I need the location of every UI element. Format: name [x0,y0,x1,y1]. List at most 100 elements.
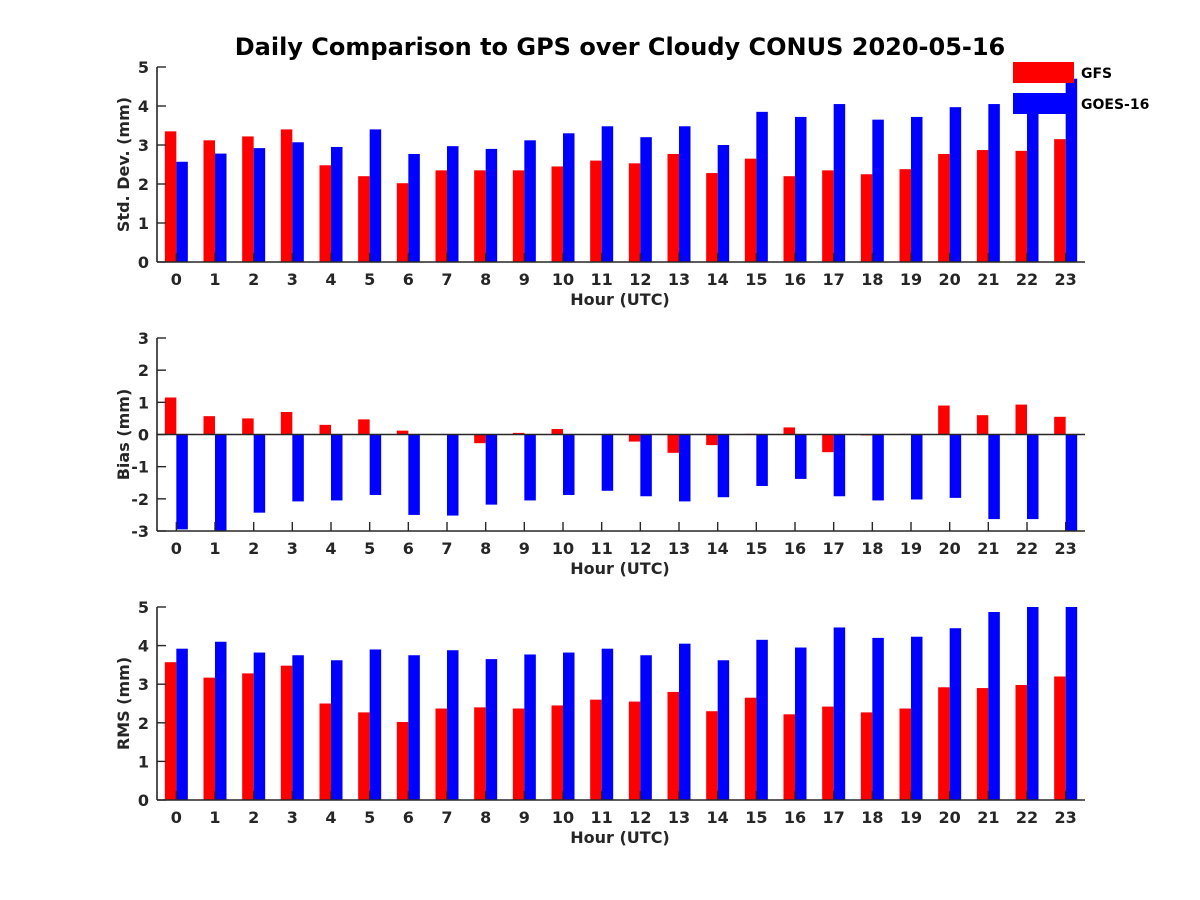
x-tick-label: 12 [629,539,651,558]
bar-goes-16-hour-4 [331,146,343,262]
bar-gfs-hour-5 [358,712,370,800]
bar-goes-16-hour-11 [601,434,614,491]
bar-gfs-hour-5 [358,176,370,262]
x-tick-label: 11 [591,270,613,289]
x-tick-label: 0 [171,539,182,558]
bar-gfs-hour-13 [667,434,679,453]
legend-swatch-goes-16 [1013,93,1074,114]
x-tick-label: 9 [519,808,530,827]
bar-gfs-hour-0 [164,131,177,262]
x-tick-label: 9 [519,270,530,289]
bar-goes-16-hour-12 [640,655,652,800]
bar-goes-16-hour-8 [485,148,498,262]
x-tick-label: 20 [939,270,961,289]
bar-goes-16-hour-23 [1065,434,1078,531]
y-tick-label: -1 [131,458,149,477]
bar-gfs-hour-6 [396,430,409,435]
bar-goes-16-hour-6 [408,655,420,800]
x-tick-label: 0 [171,270,182,289]
bar-gfs-hour-17 [822,706,834,800]
y-tick-label: 2 [138,714,149,733]
bar-gfs-hour-23 [1054,676,1066,800]
x-tick-label: 22 [1016,808,1038,827]
y-tick-label: 5 [138,598,149,617]
bar-gfs-hour-10 [551,705,563,800]
bar-gfs-hour-1 [203,677,215,800]
bar-gfs-hour-0 [164,662,177,800]
bar-goes-16-hour-1 [215,153,227,262]
x-tick-label: 18 [861,808,883,827]
x-tick-label: 18 [861,539,883,558]
bar-gfs-hour-3 [280,411,293,435]
x-tick-label: 19 [900,808,922,827]
x-tick-label: 12 [629,270,651,289]
bar-gfs-hour-10 [551,166,563,262]
bar-goes-16-hour-5 [369,129,382,262]
x-tick-label: 3 [287,808,298,827]
bar-goes-16-hour-3 [292,655,304,800]
bar-gfs-hour-16 [783,427,795,435]
bar-gfs-hour-22 [1015,684,1027,800]
bar-goes-16-hour-7 [447,146,459,262]
x-tick-label: 5 [364,270,375,289]
bar-goes-16-hour-6 [408,153,420,262]
x-tick-label: 21 [977,539,999,558]
x-tick-label: 23 [1055,808,1077,827]
bar-gfs-hour-2 [242,673,254,800]
bar-gfs-hour-4 [319,165,331,262]
bar-goes-16-hour-17 [833,627,846,800]
bar-gfs-hour-21 [976,688,989,800]
x-tick-label: 18 [861,270,883,289]
x-tick-label: 19 [900,539,922,558]
x-tick-label: 3 [287,539,298,558]
bar-gfs-hour-20 [938,687,950,800]
bar-gfs-hour-13 [667,153,679,262]
bar-goes-16-hour-22 [1027,434,1039,520]
bar-gfs-hour-5 [358,419,370,435]
x-tick-label: 9 [519,539,530,558]
bar-gfs-hour-11 [590,699,602,800]
bar-goes-16-hour-7 [447,434,459,516]
x-tick-label: 17 [823,270,845,289]
bar-goes-16-hour-13 [679,126,691,262]
bar-goes-16-hour-14 [717,434,730,498]
bar-gfs-hour-22 [1015,150,1027,262]
bar-goes-16-hour-19 [911,434,923,500]
bar-goes-16-hour-8 [485,659,498,800]
y-tick-label: 3 [138,136,149,155]
bar-goes-16-hour-3 [292,142,304,262]
x-tick-label: 16 [784,270,806,289]
x-tick-label: 20 [939,808,961,827]
bar-goes-16-hour-10 [563,652,575,800]
legend-swatch-gfs [1013,62,1074,83]
bar-goes-16-hour-19 [911,116,923,262]
bar-goes-16-hour-3 [292,434,304,502]
x-tick-label: 14 [707,808,729,827]
bar-gfs-hour-0 [164,397,177,435]
x-tick-label: 15 [745,270,767,289]
bar-gfs-hour-9 [512,432,525,435]
bar-gfs-hour-16 [783,176,795,262]
x-tick-label: 14 [707,539,729,558]
x-tick-label: 8 [480,539,491,558]
x-tick-label: 22 [1016,539,1038,558]
bar-goes-16-hour-13 [679,434,691,502]
y-tick-label: 1 [138,214,149,233]
x-tick-label: 4 [325,270,336,289]
x-tick-label: 22 [1016,270,1038,289]
y-tick-label: 3 [138,329,149,348]
bar-goes-16-hour-5 [369,434,382,495]
x-tick-label: 0 [171,808,182,827]
bar-gfs-hour-2 [242,136,254,262]
bar-goes-16-hour-8 [485,434,498,505]
bar-goes-16-hour-22 [1027,93,1039,262]
bar-gfs-hour-14 [706,434,718,446]
bar-gfs-hour-8 [474,170,486,262]
x-tick-label: 20 [939,539,961,558]
x-tick-label: 10 [552,808,574,827]
bar-goes-16-hour-0 [176,434,188,530]
y-tick-label: 2 [138,361,149,380]
